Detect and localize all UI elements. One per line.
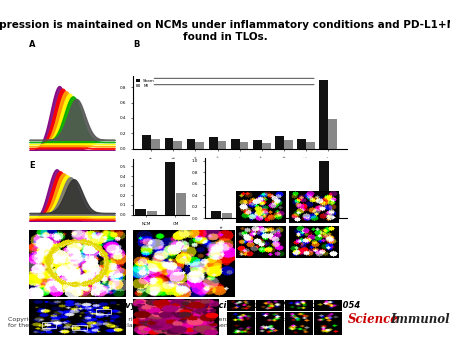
Text: Copyright © 2019 The Authors, some rights reserved; exclusive licensee American : Copyright © 2019 The Authors, some right…: [8, 317, 307, 328]
Bar: [276, 212, 286, 218]
Bar: [330, 194, 340, 218]
Bar: [151, 140, 160, 149]
Text: Mariaelvy Bianchini et al. Sci. Immunol. 2019;4:eaar3054: Mariaelvy Bianchini et al. Sci. Immunol.…: [90, 301, 360, 310]
Bar: [262, 143, 270, 149]
Legend: Sham, MI: Sham, MI: [135, 78, 156, 89]
Bar: [42, 322, 56, 328]
Text: A: A: [29, 40, 36, 49]
Bar: [319, 161, 329, 218]
Text: Science: Science: [348, 313, 399, 326]
Bar: [292, 210, 302, 218]
Text: Immunology: Immunology: [390, 313, 450, 326]
Bar: [275, 137, 284, 149]
Bar: [297, 140, 306, 149]
Bar: [253, 140, 262, 149]
Bar: [231, 139, 239, 149]
Bar: [303, 212, 313, 218]
Bar: [328, 120, 337, 149]
Bar: [306, 142, 315, 149]
Bar: [147, 211, 157, 215]
Bar: [195, 142, 204, 149]
Bar: [187, 140, 195, 149]
Bar: [238, 208, 248, 218]
Text: G: G: [29, 243, 36, 252]
Bar: [96, 309, 111, 314]
Bar: [265, 210, 275, 218]
Bar: [240, 142, 248, 149]
Text: C: C: [133, 113, 139, 122]
Bar: [222, 213, 232, 218]
Text: E: E: [29, 161, 35, 170]
Bar: [284, 140, 292, 149]
Text: PD-L1 expression is maintained on NCMs under inflammatory conditions and PD-L1+N: PD-L1 expression is maintained on NCMs u…: [0, 20, 450, 42]
Text: B: B: [133, 40, 140, 49]
Bar: [176, 193, 186, 215]
Bar: [211, 211, 221, 218]
Text: F: F: [133, 161, 139, 170]
Bar: [209, 137, 217, 149]
Bar: [135, 209, 145, 215]
Bar: [143, 135, 151, 149]
Bar: [72, 324, 87, 330]
Bar: [319, 79, 328, 149]
Text: H: H: [133, 243, 140, 252]
Bar: [165, 138, 173, 149]
Bar: [217, 141, 226, 149]
Bar: [173, 141, 182, 149]
Text: D: D: [205, 113, 212, 122]
Bar: [165, 162, 175, 215]
Bar: [249, 211, 259, 218]
